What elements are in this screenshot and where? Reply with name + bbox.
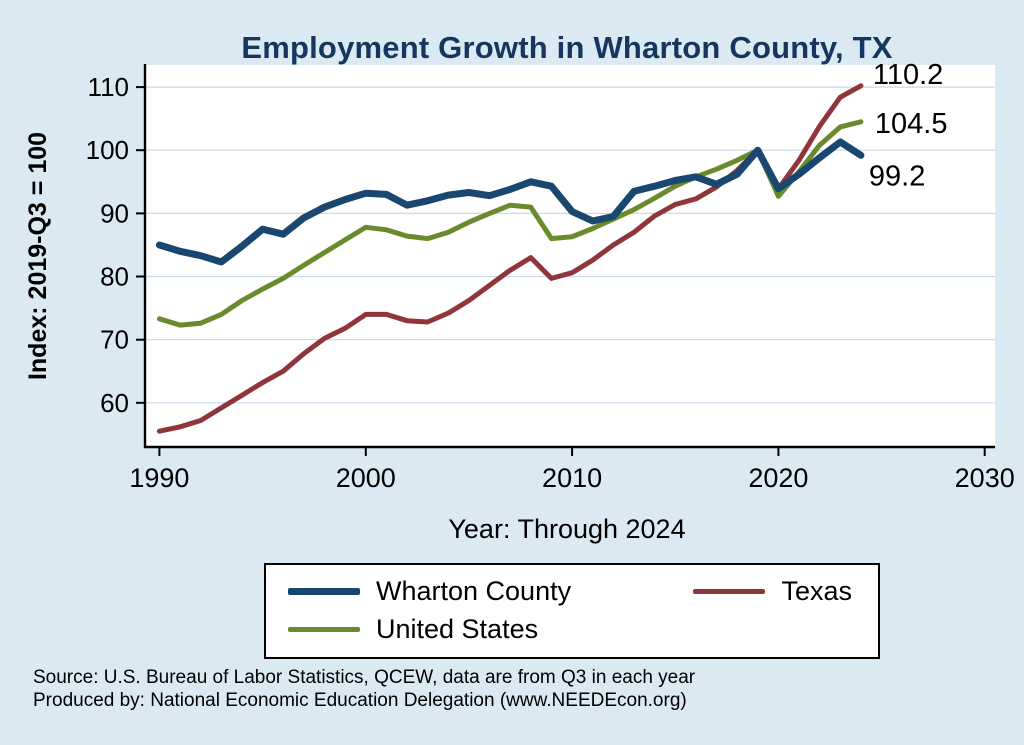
- series-line-united-states: [156, 119, 864, 328]
- y-tick-label: 90: [100, 198, 129, 228]
- legend-label-united-states: United States: [376, 613, 539, 644]
- legend-item-texas: Texas: [693, 576, 852, 607]
- end-label-texas: 110.2: [873, 59, 943, 91]
- legend-row: Wharton County Texas: [288, 573, 852, 609]
- y-tick-label: 60: [100, 388, 129, 418]
- legend-label-texas: Texas: [781, 575, 852, 606]
- chart-title: Employment Growth in Wharton County, TX: [241, 30, 893, 65]
- y-tick-label: 80: [100, 262, 129, 292]
- source-line-1: Source: U.S. Bureau of Labor Statistics,…: [33, 667, 696, 688]
- source-line-2: Produced by: National Economic Education…: [33, 690, 687, 711]
- x-tick-label: 1990: [129, 463, 189, 493]
- y-tick-label: 100: [86, 135, 129, 165]
- legend-item-wharton-county: Wharton County: [288, 576, 571, 607]
- end-label-united-states: 104.5: [875, 108, 948, 140]
- legend-label-wharton-county: Wharton County: [376, 575, 572, 606]
- y-tick-label: 70: [100, 325, 129, 355]
- source-note: Source: U.S. Bureau of Labor Statistics,…: [33, 666, 695, 712]
- legend: Wharton County Texas United States: [264, 563, 880, 659]
- y-axis-title: Index: 2019-Q3 = 100: [24, 132, 52, 380]
- x-tick-label: 2030: [955, 463, 1015, 493]
- legend-row: United States: [288, 611, 852, 647]
- x-tick-label: 2000: [336, 463, 396, 493]
- wharton-county-line-swatch: [288, 587, 360, 595]
- x-axis-title: Year: Through 2024: [448, 514, 686, 544]
- x-tick-label: 2010: [542, 463, 602, 493]
- y-tick-label: 110: [88, 72, 129, 102]
- united-states-line-swatch: [288, 626, 360, 632]
- legend-item-united-states: United States: [288, 614, 538, 645]
- line-chart: 60 70 80 90 100 110 1990 2000 2010 2020 2030 99.2 11…: [24, 59, 1015, 493]
- x-tick-label: 2020: [748, 463, 808, 493]
- end-label-wharton-county: 99.2: [869, 160, 925, 192]
- series-line-wharton-county: [155, 138, 865, 266]
- texas-line-swatch: [693, 588, 766, 594]
- plot-area: [145, 65, 995, 447]
